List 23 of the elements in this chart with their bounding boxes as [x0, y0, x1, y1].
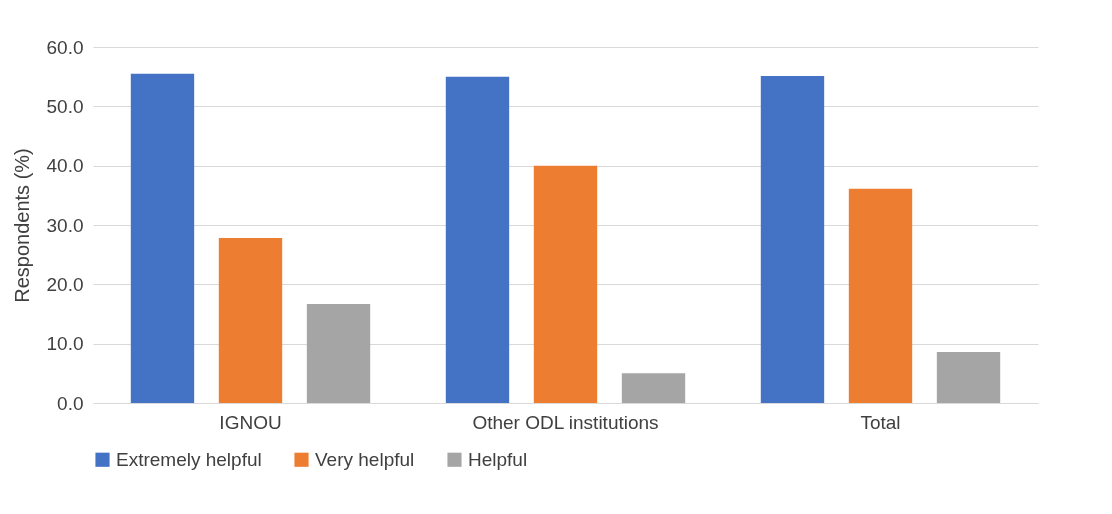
bar — [533, 165, 598, 403]
x-tick-label: Other ODL institutions — [472, 411, 659, 433]
y-tick-label: 60.0 — [46, 36, 84, 58]
legend-label: Very helpful — [315, 448, 415, 470]
bar — [936, 351, 1001, 403]
y-tick-label: 10.0 — [46, 333, 84, 355]
y-tick-label: 40.0 — [46, 155, 84, 177]
y-tick-label: 20.0 — [46, 273, 84, 295]
x-tick-label: Total — [860, 411, 901, 433]
bar — [130, 73, 195, 403]
y-tick-label: 50.0 — [46, 95, 84, 117]
y-tick-label: 0.0 — [57, 392, 84, 414]
bar — [760, 76, 825, 403]
y-tick-label: 30.0 — [46, 214, 84, 236]
legend-label: Extremely helpful — [116, 448, 262, 470]
bar — [621, 373, 686, 403]
bar — [848, 188, 913, 403]
legend-label: Helpful — [468, 448, 528, 470]
bar — [218, 238, 283, 403]
bar — [445, 76, 510, 403]
x-tick-label: IGNOU — [219, 411, 282, 433]
bar — [306, 303, 371, 403]
y-axis-title: Respondents (%) — [10, 148, 33, 303]
